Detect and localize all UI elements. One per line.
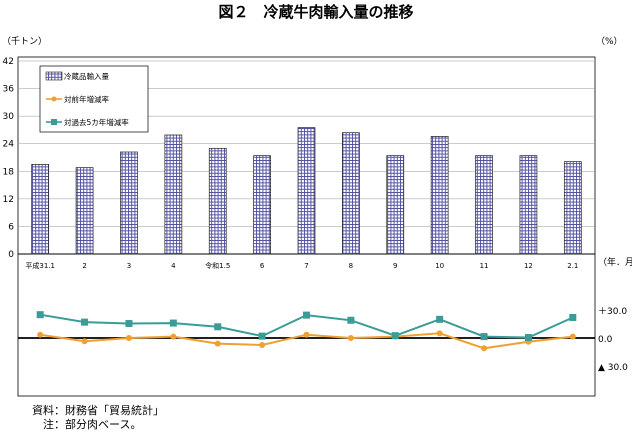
bar	[342, 132, 360, 255]
bar	[253, 155, 271, 255]
x-tick-label: 12	[524, 262, 533, 270]
data-point	[170, 333, 177, 340]
data-point	[81, 338, 88, 345]
bar-tick-label: 24	[3, 140, 15, 150]
line-tick-label: 0.0	[598, 335, 613, 345]
data-point	[436, 315, 444, 323]
data-point	[524, 334, 532, 342]
bar-gridlines	[18, 60, 595, 255]
bar	[31, 164, 50, 255]
legend-marker-5yr	[51, 119, 57, 125]
data-point	[37, 331, 44, 338]
data-point	[436, 330, 443, 337]
data-point	[125, 320, 133, 328]
x-tick-label: 2.1	[567, 262, 578, 270]
bar-tick-label: 18	[3, 167, 15, 177]
data-point	[303, 331, 310, 338]
bar-tick-label: 0	[8, 250, 14, 260]
chart-title: 図２ 冷蔵牛肉輸入量の推移	[218, 3, 413, 21]
bar	[75, 167, 94, 255]
bar	[297, 127, 316, 255]
legend-marker-yoy	[51, 96, 57, 102]
data-point	[258, 332, 266, 340]
data-point	[169, 319, 177, 327]
data-point	[391, 332, 399, 340]
data-point	[347, 316, 355, 324]
bar-tick-label: 42	[3, 57, 14, 67]
legend-label-yoy: 対前年増減率	[64, 94, 109, 104]
bar	[386, 155, 405, 255]
bar-series	[31, 127, 582, 255]
bar	[519, 155, 538, 255]
x-tick-label: 4	[171, 262, 176, 270]
x-tick-label: 7	[304, 262, 308, 270]
x-tick-label: 9	[393, 262, 397, 270]
x-tick-label: 令和1.5	[205, 261, 230, 270]
legend-label-bar: 冷蔵品輸入量	[64, 71, 109, 81]
x-tick-label: 10	[435, 262, 444, 270]
legend-label-5yr: 対過去5カ年増減率	[64, 117, 129, 127]
data-point	[259, 342, 266, 348]
bar	[563, 161, 582, 255]
x-tick-label: 2	[82, 262, 86, 270]
x-tick-label: 平成31.1	[25, 261, 55, 270]
bar	[475, 155, 493, 255]
data-point	[480, 333, 488, 341]
x-axis: 平成31.1 2 3 4 令和1.5 6 7 8 9 10 11 12 2.1	[25, 261, 578, 270]
bar-tick-label: 6	[8, 222, 14, 232]
bar	[120, 151, 138, 255]
x-tick-label: 8	[349, 262, 353, 270]
bar	[208, 147, 227, 255]
data-point	[347, 335, 354, 341]
bar	[164, 134, 183, 255]
data-point	[569, 333, 576, 340]
data-point	[214, 323, 222, 331]
bar-y-axis: 0 6 12 18 24 30 36 42	[3, 57, 15, 260]
data-point	[569, 313, 577, 321]
line-tick-label: ＋30.0	[598, 306, 627, 317]
bar-unit-label: （千トン）	[2, 36, 47, 47]
bar-tick-label: 36	[3, 85, 15, 95]
x-unit-label: （年．月）	[598, 256, 632, 268]
data-point	[481, 345, 488, 352]
legend: 冷蔵品輸入量 対前年増減率 対過去5カ年増減率	[39, 65, 149, 133]
line-series	[36, 311, 577, 352]
bar-tick-label: 30	[3, 112, 15, 122]
bar-tick-label: 12	[3, 195, 14, 205]
line-tick-label: ▲ 30.0	[598, 363, 628, 373]
data-point	[81, 318, 89, 326]
bar	[430, 136, 449, 255]
legend-swatch-bar	[45, 71, 63, 81]
x-tick-label: 6	[260, 262, 265, 270]
data-point	[214, 340, 221, 347]
data-point	[125, 335, 132, 341]
source-note: 資料：財務省「貿易統計」	[32, 404, 164, 417]
footnote: 注：部分肉ベース。	[32, 418, 142, 431]
line-unit-label: （%）	[596, 36, 623, 47]
data-point	[36, 311, 44, 319]
x-tick-label: 3	[127, 262, 131, 270]
data-point	[303, 311, 310, 319]
x-tick-label: 11	[480, 262, 489, 270]
line-y-axis: ＋30.0 0.0 ▲ 30.0	[18, 306, 628, 373]
